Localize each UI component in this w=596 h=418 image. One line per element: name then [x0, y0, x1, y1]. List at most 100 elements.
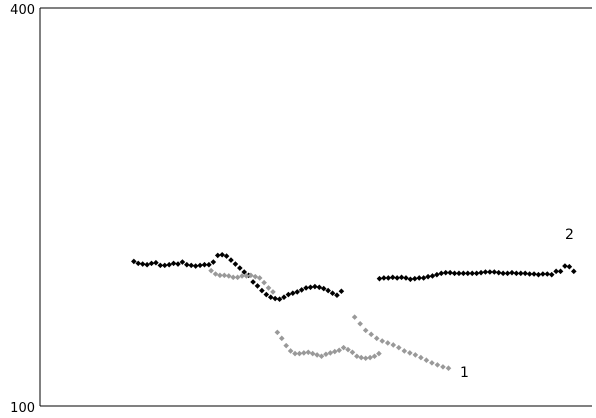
series-2-point-47: [338, 288, 345, 295]
series-2-point-82: [526, 271, 533, 277]
series-1-point-41: [362, 327, 369, 334]
series-1-point-19: [292, 350, 298, 357]
series-1-point-43: [373, 335, 380, 342]
series-2-point-62: [438, 270, 445, 277]
series-1-point-10: [252, 273, 259, 280]
series-2-point-21: [223, 253, 230, 259]
series-2-point-1: [135, 260, 142, 267]
series-2-point-27: [250, 279, 256, 285]
series-1-point-46: [390, 342, 397, 348]
series-2-point-78: [509, 269, 515, 276]
series-2-point-91: [566, 263, 573, 270]
series-2-point-69: [469, 270, 476, 277]
series-1-point-14: [270, 289, 276, 295]
series-layer: [131, 251, 577, 371]
series-2-point-44: [325, 287, 331, 294]
series-2-point-85: [540, 271, 546, 277]
series-2-point-54: [403, 275, 409, 281]
series-2-point-4: [148, 260, 155, 267]
series-1-point-21: [301, 350, 307, 356]
series-1-point-54: [434, 362, 441, 368]
series-1-point-24: [314, 352, 320, 358]
series-2-point-68: [465, 270, 471, 277]
series-2-point-34: [281, 294, 287, 301]
series-1-point-45: [384, 340, 391, 346]
series-1-point-8: [243, 273, 250, 279]
series-2-point-83: [531, 271, 537, 277]
series-2-point-11: [179, 259, 186, 265]
series-2-point-18: [210, 259, 217, 265]
series-2-point-50: [385, 275, 392, 281]
series-2-point-87: [548, 271, 555, 278]
series-2-point-37: [294, 289, 301, 295]
series-2-point-57: [416, 275, 423, 281]
series-2-point-58: [420, 275, 427, 281]
series-1-point-56: [445, 365, 452, 371]
series-1-point-44: [379, 338, 386, 344]
series-1-point-3: [221, 272, 228, 279]
series-2-point-66: [456, 270, 462, 277]
series-2-point-36: [290, 290, 296, 297]
series-2-point-77: [504, 270, 511, 277]
series-1-point-18: [287, 348, 294, 354]
series-1-point-13: [265, 285, 272, 291]
series-2-point-31: [267, 294, 274, 301]
series-1-point-31: [345, 346, 351, 353]
series-1-point-47: [396, 344, 402, 351]
series-2-point-23: [232, 261, 239, 267]
series-2-point-92: [570, 268, 577, 275]
series-1-point-12: [261, 279, 267, 286]
series-2-point-35: [285, 291, 292, 298]
series-1-point-23: [309, 350, 316, 357]
series-2-point-79: [513, 270, 520, 277]
series-2-point-75: [495, 269, 502, 276]
series-2-point-19: [214, 252, 221, 259]
series-1-point-34: [358, 354, 365, 361]
series-2-point-84: [535, 271, 542, 278]
series-2-point-65: [451, 270, 458, 277]
series-1-point-5: [230, 274, 236, 281]
series-1-point-0: [208, 267, 214, 274]
y-tick-label-top: 400: [10, 3, 35, 18]
series-1-point-55: [440, 364, 446, 370]
series-1-point-1: [212, 271, 219, 277]
series-2-point-55: [407, 276, 414, 283]
series-1-point-15: [274, 329, 281, 336]
series-2-point-52: [394, 275, 400, 281]
series-2-point-41: [312, 283, 318, 290]
series-1-point-33: [354, 353, 360, 360]
series-1-point-40: [357, 320, 363, 327]
series-2-point-12: [184, 261, 190, 268]
series-2-point-56: [412, 275, 418, 282]
series-2-point-20: [219, 251, 225, 258]
series-2-point-43: [320, 285, 327, 292]
series-2-point-3: [144, 261, 150, 268]
series-2-point-13: [188, 262, 195, 269]
series-2-point-76: [500, 270, 506, 277]
series-2-point-8: [166, 261, 172, 268]
series-1-label: 1: [460, 365, 469, 381]
series-2-point-51: [389, 274, 396, 281]
series-1-point-52: [423, 357, 430, 364]
series-2-point-10: [175, 261, 181, 267]
series-1-point-20: [296, 350, 303, 357]
series-2-point-48: [376, 275, 383, 282]
series-2-point-0: [131, 258, 137, 265]
series-1-point-29: [336, 347, 342, 354]
series-2-point-61: [434, 271, 440, 278]
series-1-point-26: [323, 351, 329, 358]
series-2-point-29: [259, 287, 265, 294]
series-1-point-53: [429, 360, 435, 366]
series-1-point-2: [217, 272, 223, 279]
series-1-point-11: [256, 275, 263, 281]
series-2-point-40: [307, 284, 314, 291]
series-2-point-6: [157, 262, 164, 269]
series-2-point-9: [170, 260, 177, 267]
series-2-point-72: [482, 269, 489, 275]
series-1-point-39: [351, 314, 358, 320]
series-1-point-30: [340, 344, 347, 351]
series-2-point-53: [398, 274, 405, 281]
series-1-point-7: [239, 273, 245, 279]
series-2-group: [131, 251, 577, 303]
